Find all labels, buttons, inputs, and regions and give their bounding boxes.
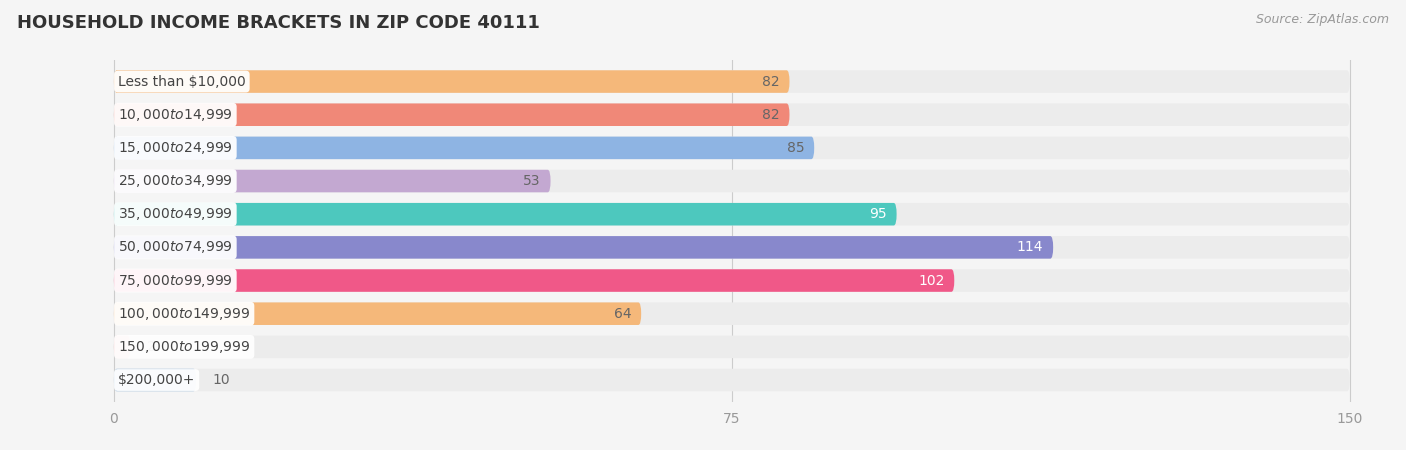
Text: $150,000 to $199,999: $150,000 to $199,999 xyxy=(118,339,250,355)
Text: $200,000+: $200,000+ xyxy=(118,373,195,387)
FancyBboxPatch shape xyxy=(114,302,1350,325)
Text: 82: 82 xyxy=(762,75,780,89)
FancyBboxPatch shape xyxy=(114,104,1350,126)
Text: 2: 2 xyxy=(146,340,156,354)
Text: Source: ZipAtlas.com: Source: ZipAtlas.com xyxy=(1256,14,1389,27)
Text: 53: 53 xyxy=(523,174,541,188)
FancyBboxPatch shape xyxy=(114,236,1350,259)
FancyBboxPatch shape xyxy=(114,369,197,392)
FancyBboxPatch shape xyxy=(114,170,1350,192)
Text: $25,000 to $34,999: $25,000 to $34,999 xyxy=(118,173,233,189)
Text: Less than $10,000: Less than $10,000 xyxy=(118,75,246,89)
Text: $15,000 to $24,999: $15,000 to $24,999 xyxy=(118,140,233,156)
FancyBboxPatch shape xyxy=(114,137,1350,159)
FancyBboxPatch shape xyxy=(114,70,790,93)
FancyBboxPatch shape xyxy=(114,236,1053,259)
Text: $100,000 to $149,999: $100,000 to $149,999 xyxy=(118,306,250,322)
FancyBboxPatch shape xyxy=(114,336,131,358)
Text: 102: 102 xyxy=(918,274,945,288)
Text: $35,000 to $49,999: $35,000 to $49,999 xyxy=(118,206,233,222)
Text: 85: 85 xyxy=(787,141,804,155)
Text: 82: 82 xyxy=(762,108,780,122)
FancyBboxPatch shape xyxy=(114,137,814,159)
Text: $75,000 to $99,999: $75,000 to $99,999 xyxy=(118,273,233,288)
FancyBboxPatch shape xyxy=(114,336,1350,358)
Text: $50,000 to $74,999: $50,000 to $74,999 xyxy=(118,239,233,255)
FancyBboxPatch shape xyxy=(114,369,1350,392)
FancyBboxPatch shape xyxy=(114,203,1350,225)
FancyBboxPatch shape xyxy=(114,70,1350,93)
Text: 114: 114 xyxy=(1017,240,1043,254)
FancyBboxPatch shape xyxy=(114,104,790,126)
FancyBboxPatch shape xyxy=(114,170,551,192)
FancyBboxPatch shape xyxy=(114,203,897,225)
FancyBboxPatch shape xyxy=(114,269,955,292)
Text: 64: 64 xyxy=(613,307,631,321)
FancyBboxPatch shape xyxy=(114,269,1350,292)
FancyBboxPatch shape xyxy=(114,302,641,325)
Text: 10: 10 xyxy=(212,373,231,387)
Text: 95: 95 xyxy=(869,207,887,221)
Text: $10,000 to $14,999: $10,000 to $14,999 xyxy=(118,107,233,123)
Text: HOUSEHOLD INCOME BRACKETS IN ZIP CODE 40111: HOUSEHOLD INCOME BRACKETS IN ZIP CODE 40… xyxy=(17,14,540,32)
